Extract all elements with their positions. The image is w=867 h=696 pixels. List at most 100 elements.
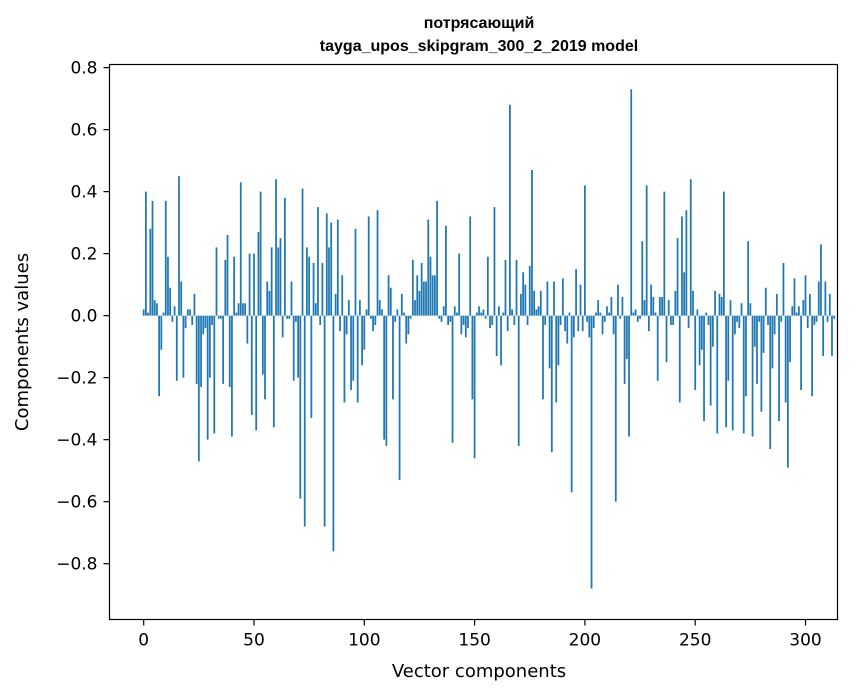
bar-15: [175, 315, 178, 381]
bar-170: [517, 315, 520, 446]
x-tick-label-5: 250: [679, 631, 711, 651]
bar-43: [237, 303, 240, 316]
bar-146: [464, 315, 467, 338]
bar-23: [193, 293, 196, 316]
bar-49: [250, 315, 253, 415]
bar-239: [670, 315, 672, 325]
bar-162: [500, 315, 502, 366]
bar-137: [445, 225, 447, 316]
bar-150: [473, 315, 476, 459]
bar-24: [195, 315, 198, 384]
bar-45: [242, 303, 244, 316]
bar-311: [828, 293, 831, 316]
bar-110: [385, 315, 388, 446]
bar-168: [513, 315, 516, 325]
bar-111: [387, 275, 390, 316]
bar-167: [511, 309, 513, 316]
bar-259: [714, 290, 716, 316]
bar-242: [676, 238, 679, 316]
bar-285: [771, 315, 774, 369]
bar-177: [533, 290, 536, 316]
bar-215: [617, 284, 619, 316]
bar-82: [323, 315, 326, 527]
bar-286: [773, 315, 776, 335]
bar-17: [180, 281, 183, 316]
bar-71: [299, 315, 302, 499]
bar-307: [820, 244, 822, 316]
bar-175: [528, 266, 531, 316]
bar-201: [586, 315, 588, 322]
bar-240: [672, 315, 675, 325]
bar-157: [489, 315, 491, 329]
bar-172: [522, 272, 525, 316]
bar-210: [606, 306, 608, 316]
bar-86: [332, 315, 335, 552]
y-tick-label-0: −0.8: [56, 555, 97, 575]
bar-107: [378, 300, 381, 316]
bar-216: [619, 315, 622, 319]
bar-155: [484, 315, 487, 319]
bar-7: [158, 315, 161, 397]
bar-98: [359, 300, 361, 316]
bar-61: [277, 247, 280, 316]
bar-77: [312, 262, 315, 316]
bar-53: [259, 191, 262, 316]
bar-253: [700, 315, 703, 350]
bar-117: [400, 293, 403, 316]
bar-109: [383, 315, 386, 440]
bar-20: [186, 309, 189, 316]
bar-179: [537, 306, 540, 316]
bar-301: [806, 315, 809, 329]
bar-14: [173, 306, 176, 316]
bar-262: [720, 297, 723, 316]
bar-41: [233, 256, 236, 316]
bar-218: [623, 315, 626, 384]
bar-108: [381, 309, 383, 316]
bar-48: [248, 253, 251, 316]
bar-113: [392, 315, 394, 400]
x-tick-label-1: 50: [243, 631, 265, 651]
bar-270: [738, 315, 741, 329]
bar-22: [191, 315, 194, 325]
bar-6: [156, 303, 158, 316]
bar-214: [614, 315, 617, 502]
plot-frame: [108, 63, 839, 621]
bar-158: [491, 315, 494, 325]
bar-152: [478, 306, 480, 316]
bar-187: [555, 315, 558, 403]
bar-264: [725, 315, 727, 428]
bar-144: [460, 315, 463, 335]
bar-90: [341, 275, 344, 316]
bars-group: [142, 89, 836, 589]
bar-65: [286, 315, 288, 319]
bar-224: [636, 315, 639, 322]
bar-221: [630, 89, 633, 316]
bar-190: [561, 278, 564, 316]
bar-274: [747, 241, 750, 316]
bar-176: [531, 169, 533, 316]
bar-188: [557, 315, 560, 366]
bar-120: [407, 315, 410, 335]
bar-148: [469, 216, 472, 316]
bar-229: [648, 315, 650, 332]
bar-70: [297, 315, 299, 378]
bar-119: [405, 315, 408, 344]
bar-257: [709, 315, 712, 406]
bar-59: [272, 315, 275, 428]
bar-127: [422, 281, 425, 316]
bar-209: [603, 315, 606, 322]
bar-16: [178, 176, 180, 316]
bar-104: [372, 315, 374, 332]
bar-85: [330, 222, 333, 316]
bar-174: [526, 315, 529, 325]
bar-10: [164, 200, 167, 316]
y-tick-label-7: 0.6: [70, 121, 97, 141]
bar-140: [451, 315, 454, 443]
bar-194: [570, 315, 573, 493]
bar-19: [184, 315, 187, 329]
x-axis-label: Vector components: [392, 661, 566, 682]
y-tick-label-1: −0.6: [56, 493, 97, 513]
bar-31: [211, 315, 213, 325]
bar-226: [641, 241, 644, 316]
y-tick-label-5: 0.2: [70, 245, 97, 265]
